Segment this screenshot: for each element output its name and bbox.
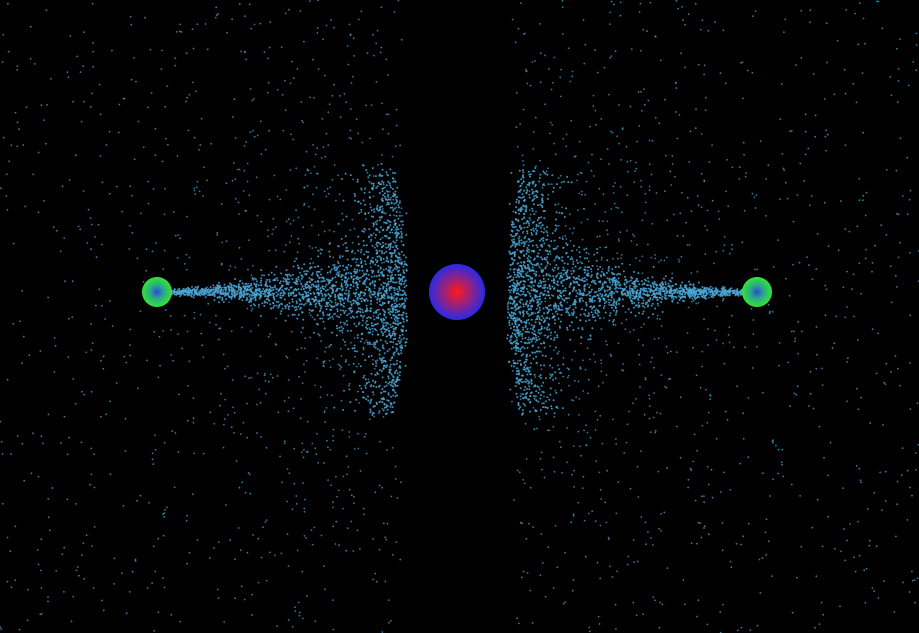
central-attractor [429,264,485,320]
right-emitter [742,277,772,307]
left-emitter [142,277,172,307]
